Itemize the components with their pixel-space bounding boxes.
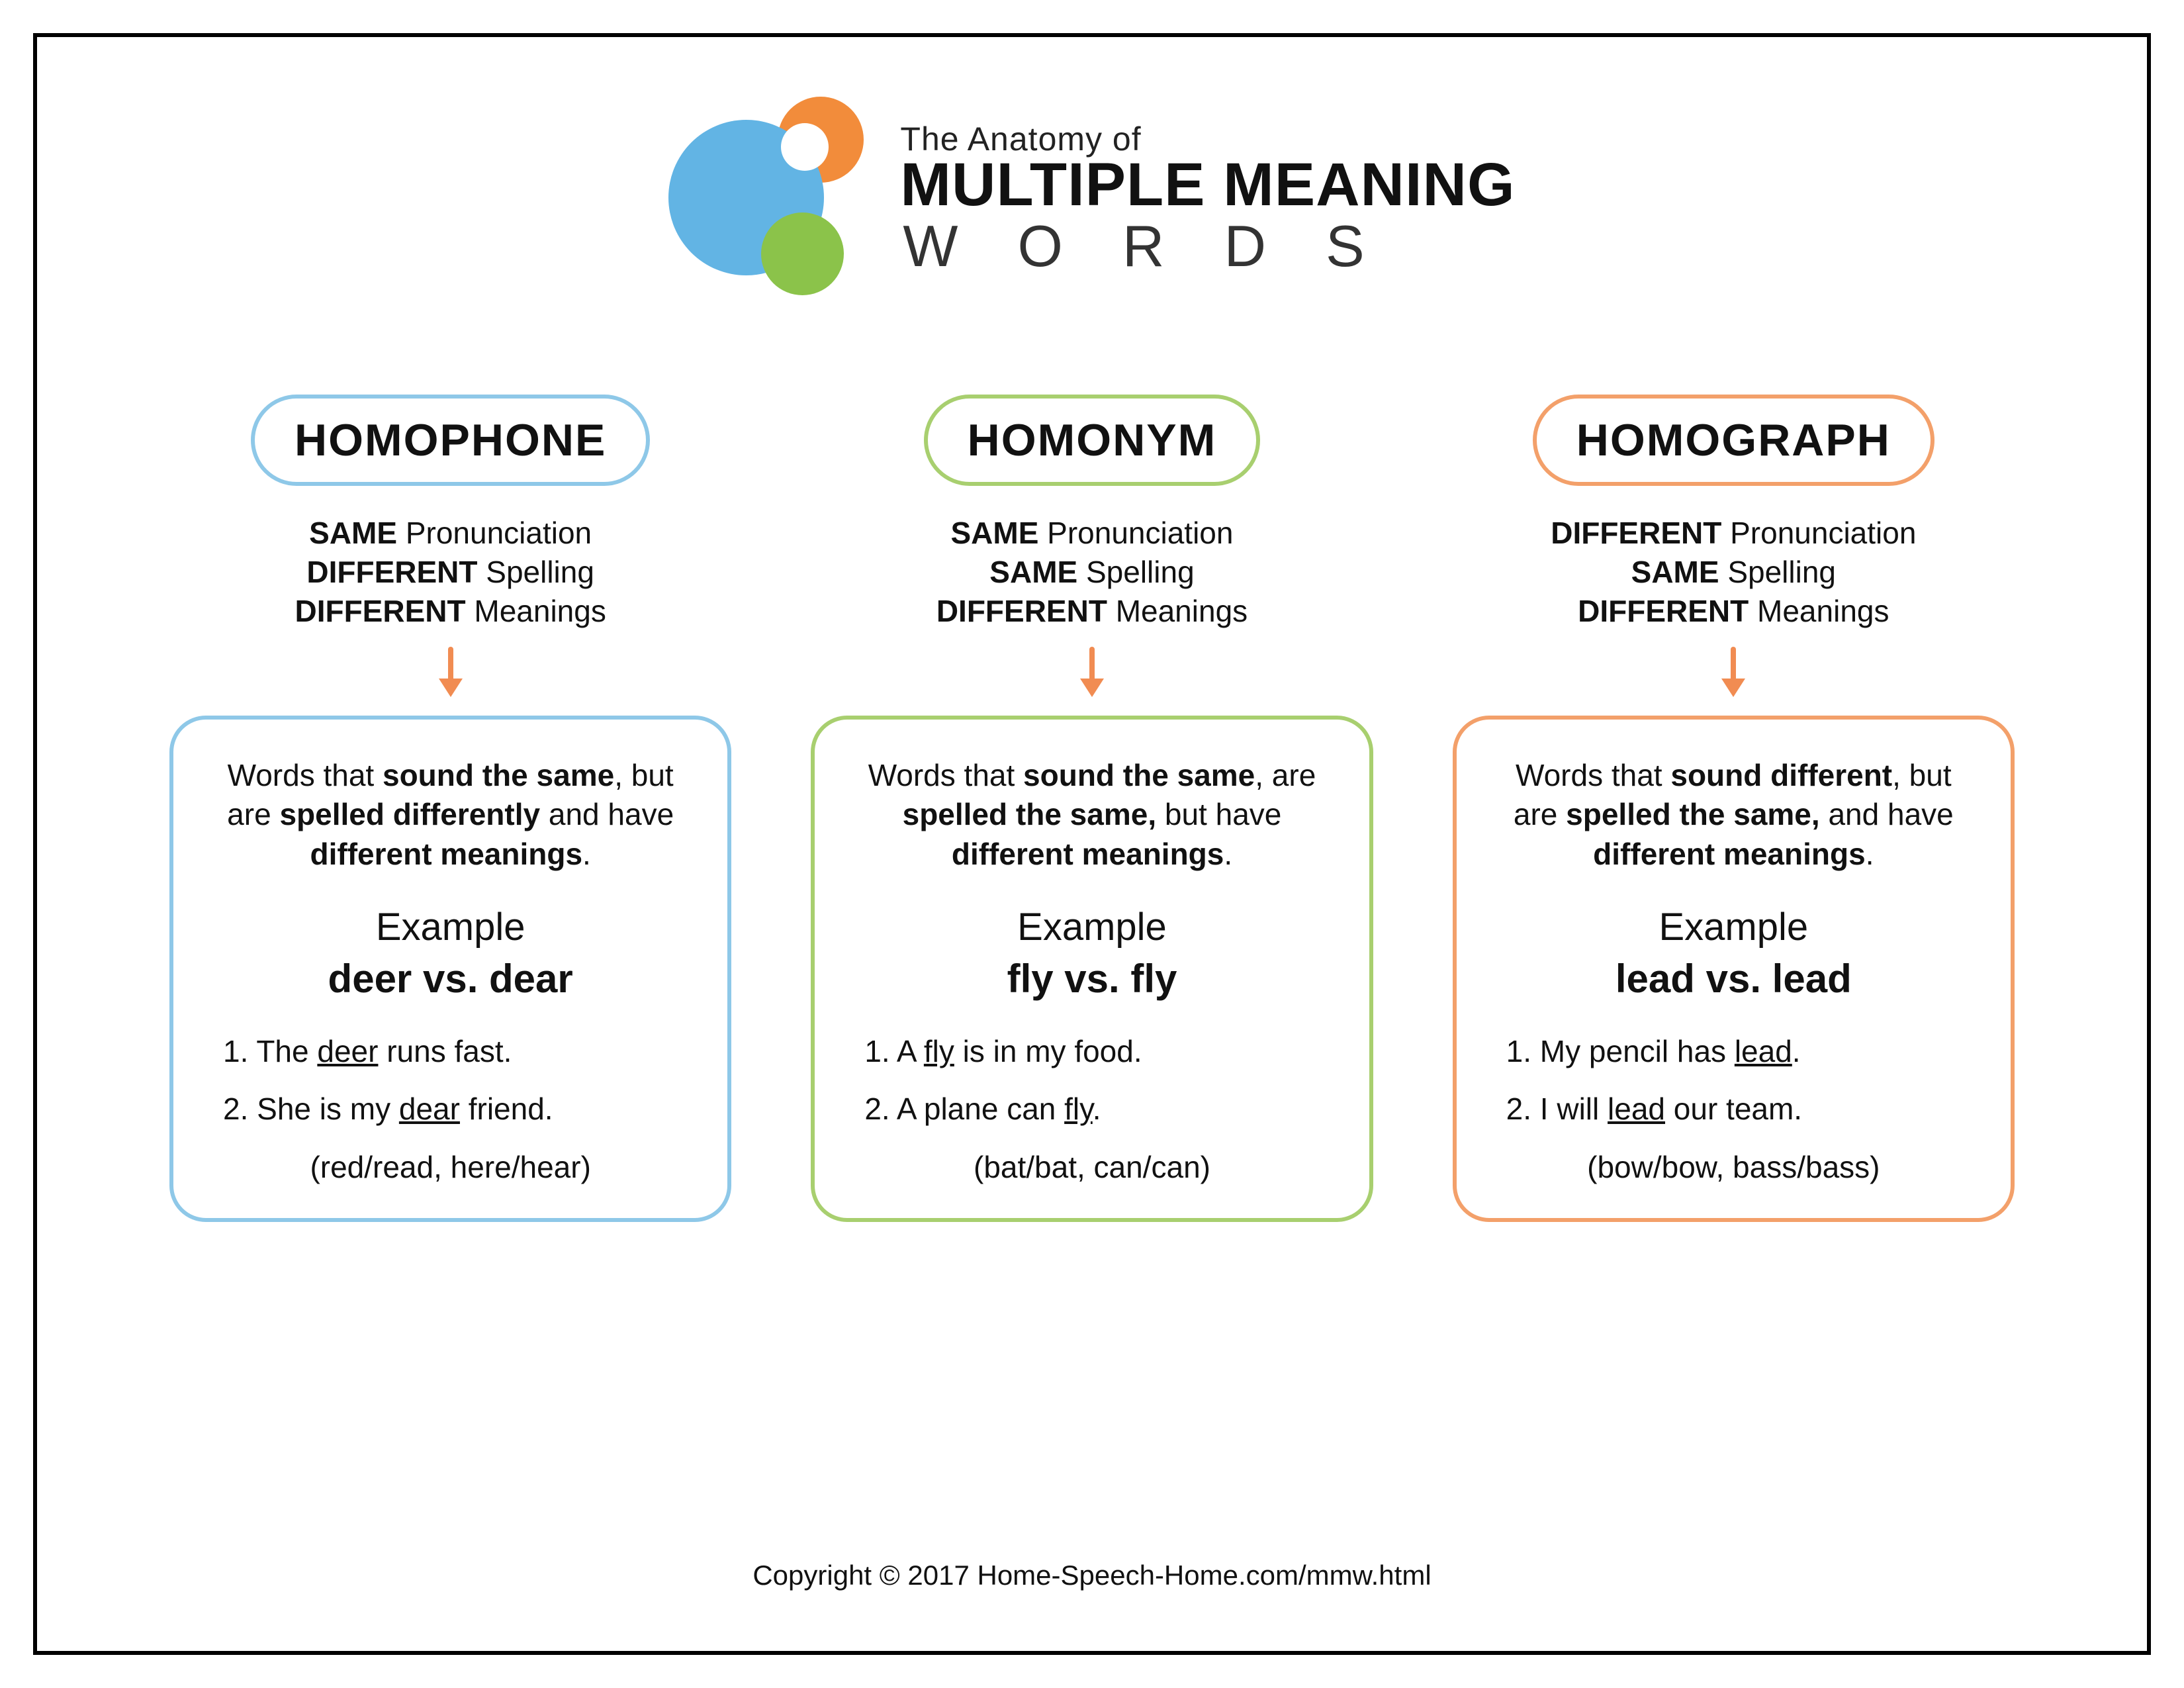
down-arrow-icon (1077, 647, 1107, 700)
column-description: Words that sound the same, are spelled t… (851, 756, 1332, 874)
column-title: HOMONYM (968, 414, 1217, 466)
column-properties: SAME PronunciationDIFFERENT SpellingDIFF… (295, 514, 606, 631)
example-label: Example (210, 905, 691, 949)
example-label: Example (1493, 905, 1974, 949)
page-frame: The Anatomy of MULTIPLE MEANING WORDS HO… (33, 33, 2151, 1655)
column-detail-box: Words that sound the same, but are spell… (169, 716, 731, 1223)
column-homophone: HOMOPHONE SAME PronunciationDIFFERENT Spe… (169, 395, 731, 1222)
example-pair: lead vs. lead (1493, 956, 1974, 1002)
column-title: HOMOPHONE (295, 414, 606, 466)
column-title-pill: HOMOPHONE (251, 395, 650, 486)
example-pair: fly vs. fly (851, 956, 1332, 1002)
column-homonym: HOMONYM SAME PronunciationSAME SpellingDI… (811, 395, 1373, 1222)
more-examples: (bow/bow, bass/bass) (1493, 1149, 1974, 1185)
more-examples: (bat/bat, can/can) (851, 1149, 1332, 1185)
column-homograph: HOMOGRAPH DIFFERENT PronunciationSAME Spe… (1453, 395, 2015, 1222)
column-title-pill: HOMOGRAPH (1533, 395, 1934, 486)
header: The Anatomy of MULTIPLE MEANING WORDS (37, 97, 2147, 302)
example-label: Example (851, 905, 1332, 949)
logo-circle-green (761, 212, 844, 295)
column-properties: SAME PronunciationSAME SpellingDIFFERENT… (936, 514, 1248, 631)
column-detail-box: Words that sound different, but are spel… (1453, 716, 2015, 1223)
more-examples: (red/read, here/hear) (210, 1149, 691, 1185)
down-arrow-icon (435, 647, 466, 700)
title-block: The Anatomy of MULTIPLE MEANING WORDS (900, 120, 1515, 279)
column-properties: DIFFERENT PronunciationSAME SpellingDIFF… (1551, 514, 1916, 631)
logo-icon (668, 97, 874, 302)
column-detail-box: Words that sound the same, are spelled t… (811, 716, 1373, 1223)
columns: HOMOPHONE SAME PronunciationDIFFERENT Spe… (169, 395, 2015, 1222)
column-title-pill: HOMONYM (924, 395, 1261, 486)
logo-circle-white (781, 123, 829, 171)
column-title: HOMOGRAPH (1576, 414, 1891, 466)
title-main: MULTIPLE MEANING (900, 153, 1515, 217)
example-pair: deer vs. dear (210, 956, 691, 1002)
down-arrow-icon (1718, 647, 1749, 700)
column-description: Words that sound different, but are spel… (1493, 756, 1974, 874)
example-sentences: 1. The deer runs fast.2. She is my dear … (210, 1035, 691, 1125)
example-sentences: 1. A fly is in my food.2. A plane can fl… (851, 1035, 1332, 1125)
column-description: Words that sound the same, but are spell… (210, 756, 691, 874)
title-sub: WORDS (903, 217, 1577, 275)
copyright: Copyright © 2017 Home-Speech-Home.com/mm… (37, 1560, 2147, 1591)
example-sentences: 1. My pencil has lead.2. I will lead our… (1493, 1035, 1974, 1125)
